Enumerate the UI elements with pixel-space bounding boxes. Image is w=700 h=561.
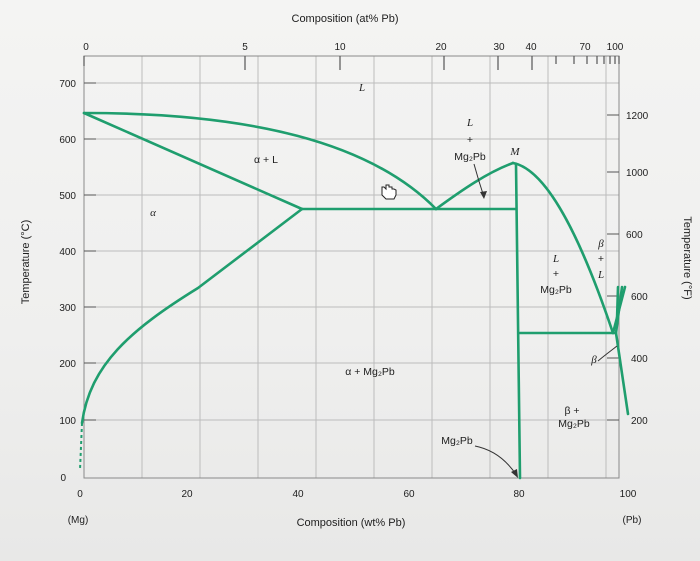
label-alpha: α bbox=[150, 207, 156, 219]
top-tick-100: 100 bbox=[607, 42, 624, 53]
left-tick-400: 400 bbox=[59, 247, 76, 258]
bottom-tick-40: 40 bbox=[292, 489, 304, 500]
label-beta-l-l: L bbox=[597, 269, 604, 281]
left-tick-100: 100 bbox=[59, 416, 76, 427]
bottom-left-end-label: (Mg) bbox=[68, 515, 89, 526]
left-tick-200: 200 bbox=[59, 359, 76, 370]
mg2pb-compound-line bbox=[514, 162, 522, 480]
label-mg2pb: Mg₂Pb bbox=[441, 435, 473, 447]
bottom-tick-60: 60 bbox=[403, 489, 415, 500]
left-tick-500: 500 bbox=[59, 191, 76, 202]
right-axis-title: Temperature (°F) bbox=[681, 216, 693, 299]
grid bbox=[84, 56, 619, 478]
left-axis-title: Temperature (°C) bbox=[20, 220, 32, 304]
label-beta-l-plus: + bbox=[598, 253, 604, 265]
liquidus-mg2pb-left bbox=[434, 161, 515, 211]
arrowhead-top bbox=[480, 191, 487, 199]
left-tick-0: 0 bbox=[60, 473, 66, 484]
mg2pb-bottom-arrow bbox=[474, 445, 518, 477]
right-axis-ticks bbox=[607, 114, 619, 421]
label-l-mg2pb-top-l: L bbox=[466, 117, 473, 129]
label-beta-mg2pb-beta: β + bbox=[564, 405, 579, 417]
left-axis-ticks bbox=[84, 82, 96, 421]
arrows bbox=[473, 163, 618, 477]
bottom-axis-title: Composition (wt% Pb) bbox=[297, 517, 406, 529]
top-tick-70: 70 bbox=[579, 42, 591, 53]
label-beta: β bbox=[590, 354, 597, 366]
label-alpha-plus-l: α + L bbox=[254, 154, 278, 166]
label-beta-mg2pb-mg2pb: Mg₂Pb bbox=[558, 418, 590, 430]
beta-small-solvus bbox=[615, 285, 620, 322]
label-l-mg2pb-top-mg2pb: Mg₂Pb bbox=[454, 151, 486, 163]
top-tick-10: 10 bbox=[334, 42, 346, 53]
label-l-mg2pb-top-plus: + bbox=[467, 134, 473, 146]
bottom-tick-0: 0 bbox=[77, 489, 83, 500]
phase-boundaries bbox=[80, 111, 630, 480]
left-tick-300: 300 bbox=[59, 303, 76, 314]
top-tick-30: 30 bbox=[493, 42, 505, 53]
right-tick-600: 600 bbox=[631, 292, 648, 303]
beta-solidus bbox=[614, 285, 630, 416]
label-l-mg2pb-right-plus: + bbox=[553, 268, 559, 280]
solidus-alpha bbox=[82, 111, 304, 211]
top-tick-20: 20 bbox=[435, 42, 447, 53]
top-axis-ticks bbox=[83, 56, 620, 70]
mg-dashed-edge bbox=[79, 422, 83, 471]
top-axis-title: Composition (at% Pb) bbox=[292, 13, 399, 25]
left-tick-700: 700 bbox=[59, 79, 76, 90]
bottom-tick-80: 80 bbox=[513, 489, 525, 500]
plot-frame bbox=[83, 55, 620, 479]
top-tick-5: 5 bbox=[242, 42, 248, 53]
left-tick-600: 600 bbox=[59, 135, 76, 146]
label-l-mg2pb-right-l: L bbox=[552, 253, 559, 265]
right-tick-800: 600 bbox=[626, 230, 643, 241]
right-tick-400: 400 bbox=[631, 354, 648, 365]
beta-arrow bbox=[597, 345, 618, 362]
right-tick-1200: 1200 bbox=[626, 111, 649, 122]
bottom-tick-100: 100 bbox=[620, 489, 637, 500]
label-liquid: L bbox=[358, 82, 365, 94]
label-point-m: M bbox=[509, 146, 520, 158]
top-tick-0: 0 bbox=[83, 42, 89, 53]
right-tick-200: 200 bbox=[631, 416, 648, 427]
top-tick-40: 40 bbox=[525, 42, 537, 53]
label-beta-l-beta: β bbox=[597, 238, 604, 250]
liquidus-left bbox=[82, 111, 438, 211]
label-l-mg2pb-right-mg2pb: Mg₂Pb bbox=[540, 284, 572, 296]
right-tick-1000: 1000 bbox=[626, 168, 649, 179]
hand-cursor-icon bbox=[381, 184, 397, 200]
label-alpha-mg2pb: α + Mg₂Pb bbox=[345, 366, 395, 378]
bottom-right-end-label: (Pb) bbox=[623, 515, 642, 526]
solvus-alpha bbox=[80, 207, 304, 425]
liquidus-mg2pb-right bbox=[511, 161, 615, 335]
bottom-tick-20: 20 bbox=[181, 489, 193, 500]
arrowhead-bottom bbox=[511, 469, 518, 478]
